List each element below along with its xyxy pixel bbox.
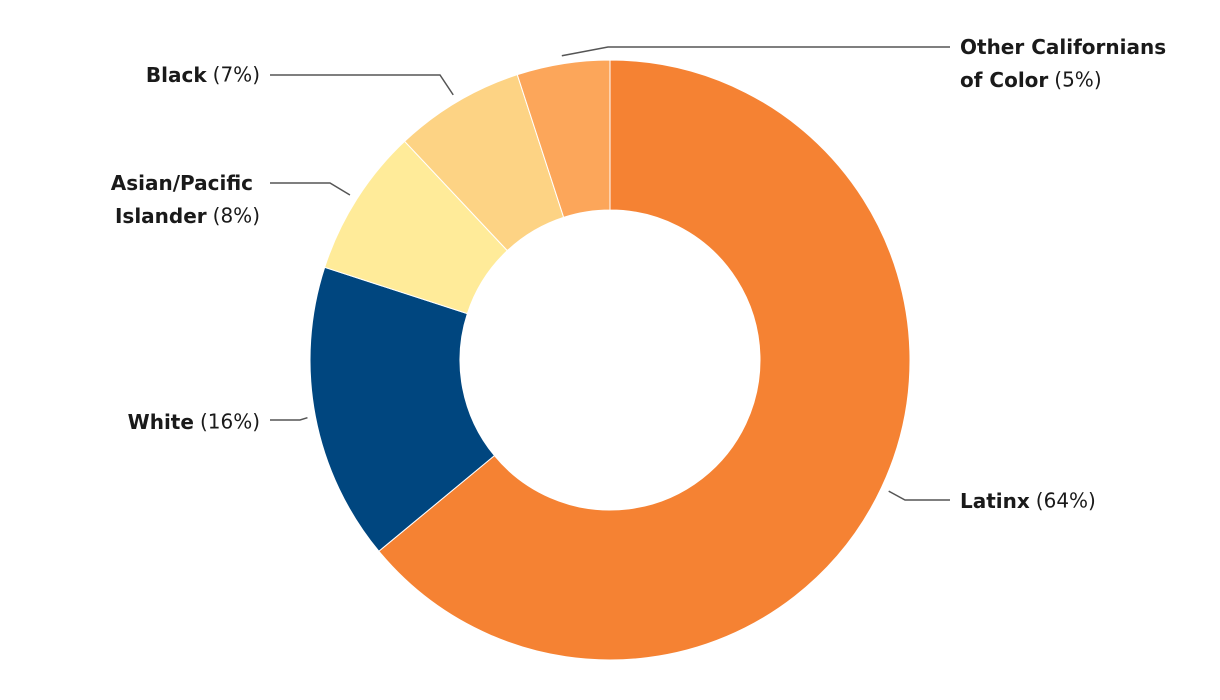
value-label: (64%)	[1036, 489, 1096, 513]
slice	[516, 59, 611, 218]
category-label: Asian/Pacific Islander	[111, 171, 260, 228]
slice	[378, 59, 911, 661]
leader-line	[888, 490, 950, 501]
value-label: (7%)	[213, 63, 260, 87]
leader-line	[270, 74, 454, 96]
category-label: Black	[146, 63, 207, 87]
leader-line	[270, 182, 351, 196]
category-label: Other Californians of Color	[960, 35, 1173, 92]
leader-line	[561, 46, 950, 57]
value-label: (8%)	[213, 204, 260, 228]
slice	[309, 266, 496, 552]
value-label: (16%)	[200, 410, 260, 434]
leader-line	[270, 416, 308, 421]
category-label: Latinx	[960, 489, 1030, 513]
value-label: (5%)	[1054, 68, 1101, 92]
category-label: White	[128, 410, 194, 434]
